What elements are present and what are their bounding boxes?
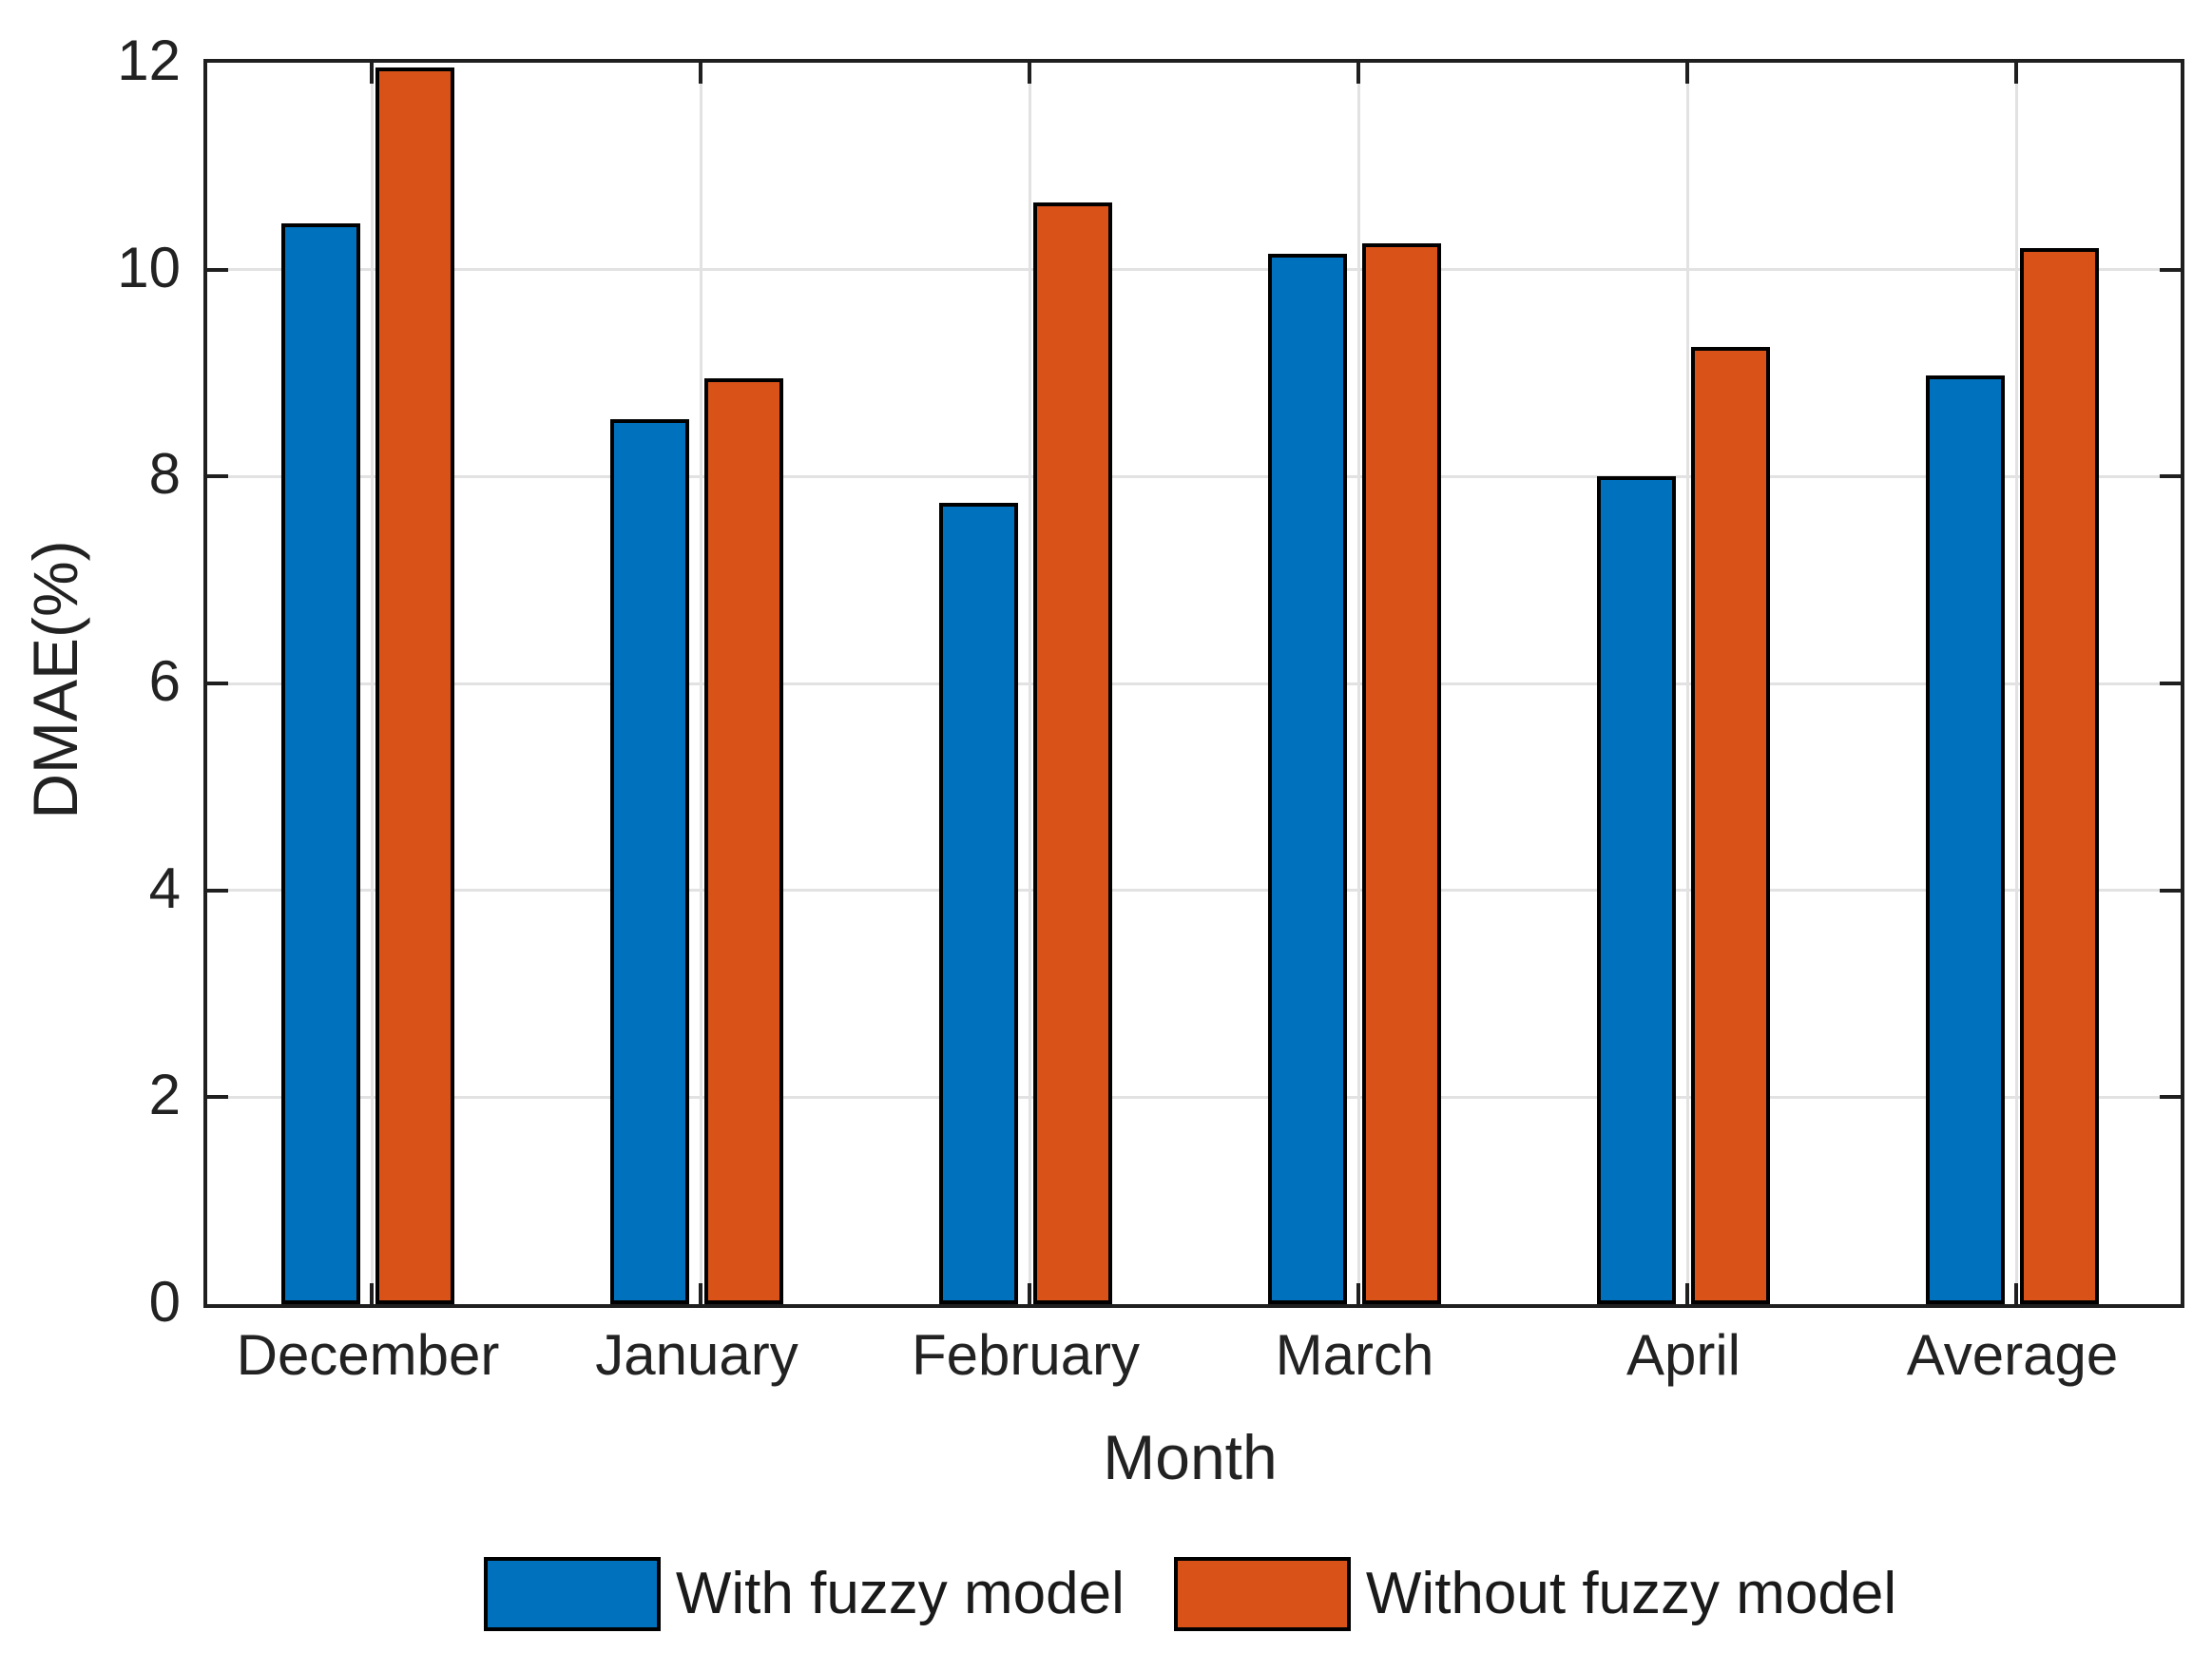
y-gridline bbox=[207, 682, 2181, 685]
x-tick-mark bbox=[699, 63, 702, 84]
x-gridline bbox=[1685, 63, 1689, 1304]
y-tick-label: 12 bbox=[117, 29, 181, 92]
x-tick-mark bbox=[1028, 1283, 1031, 1304]
y-gridline bbox=[207, 474, 2181, 478]
plot-area bbox=[203, 59, 2184, 1308]
y-tick-mark bbox=[2160, 1095, 2181, 1100]
bar-without-fuzzy-february bbox=[1033, 202, 1112, 1304]
x-tick-mark bbox=[1685, 63, 1689, 84]
bar-with-fuzzy-april bbox=[1597, 476, 1676, 1304]
legend-entry-without-fuzzy-model: Without fuzzy model bbox=[1173, 1557, 1897, 1631]
bar-with-fuzzy-february bbox=[939, 502, 1018, 1304]
x-gridline bbox=[699, 63, 702, 1304]
x-tick-label: April bbox=[1625, 1323, 1741, 1387]
y-tick-mark bbox=[207, 682, 228, 685]
y-gridline bbox=[207, 268, 2181, 272]
legend-label-without-fuzzy-model: Without fuzzy model bbox=[1365, 1561, 1897, 1626]
x-tick-mark bbox=[1356, 1283, 1360, 1304]
y-tick-mark bbox=[207, 1095, 228, 1100]
y-tick-mark bbox=[207, 474, 228, 479]
bar-without-fuzzy-april bbox=[1691, 347, 1770, 1304]
bar-without-fuzzy-average bbox=[2020, 247, 2099, 1304]
x-tick-mark bbox=[1685, 1283, 1689, 1304]
y-gridline bbox=[207, 889, 2181, 893]
bar-without-fuzzy-march bbox=[1362, 243, 1441, 1304]
legend-entry-with-fuzzy-model: With fuzzy model bbox=[483, 1557, 1125, 1631]
y-tick-mark bbox=[2160, 888, 2181, 893]
y-tick-label: 8 bbox=[148, 442, 181, 507]
y-gridline bbox=[207, 1095, 2181, 1099]
x-tick-mark bbox=[370, 63, 374, 84]
grid-layer bbox=[207, 63, 2181, 1304]
y-tick-label: 10 bbox=[117, 235, 181, 299]
y-tick-label: 4 bbox=[148, 855, 181, 920]
bar-with-fuzzy-december bbox=[281, 222, 360, 1304]
bar-without-fuzzy-december bbox=[375, 67, 454, 1304]
y-tick-mark bbox=[2160, 267, 2181, 272]
x-tick-label: March bbox=[1275, 1323, 1434, 1387]
x-gridline bbox=[1028, 63, 1031, 1304]
x-tick-label: December bbox=[236, 1323, 500, 1387]
x-tick-label: Average bbox=[1906, 1323, 2119, 1387]
y-tick-mark bbox=[207, 267, 228, 272]
y-tick-mark bbox=[2160, 682, 2181, 685]
bar-without-fuzzy-january bbox=[704, 377, 783, 1304]
x-tick-label: February bbox=[911, 1323, 1141, 1387]
y-tick-mark bbox=[207, 888, 228, 893]
y-tick-label: 2 bbox=[148, 1063, 181, 1127]
bar-with-fuzzy-january bbox=[610, 419, 689, 1304]
x-tick-mark bbox=[1028, 63, 1031, 84]
x-tick-mark bbox=[1356, 63, 1360, 84]
y-tick-label: 0 bbox=[148, 1270, 181, 1334]
legend-swatch-with-fuzzy-model bbox=[483, 1557, 661, 1631]
y-tick-label: 6 bbox=[148, 649, 181, 713]
x-tick-label: January bbox=[595, 1323, 798, 1387]
x-tick-mark bbox=[2014, 63, 2018, 84]
y-tick-mark bbox=[2160, 474, 2181, 479]
bar-with-fuzzy-average bbox=[1926, 375, 2005, 1304]
legend-swatch-without-fuzzy-model bbox=[1173, 1557, 1351, 1631]
ticks-layer bbox=[207, 63, 2181, 1304]
x-tick-mark bbox=[370, 1283, 374, 1304]
x-gridline bbox=[2014, 63, 2018, 1304]
x-tick-mark bbox=[2014, 1283, 2018, 1304]
x-gridline bbox=[1356, 63, 1360, 1304]
x-gridline bbox=[370, 63, 374, 1304]
bars-layer bbox=[207, 63, 2181, 1304]
legend: With fuzzy model Without fuzzy model bbox=[203, 1557, 2177, 1631]
x-axis-title: Month bbox=[1103, 1422, 1278, 1492]
x-tick-mark bbox=[699, 1283, 702, 1304]
bar-with-fuzzy-march bbox=[1268, 254, 1347, 1304]
legend-label-with-fuzzy-model: With fuzzy model bbox=[675, 1561, 1125, 1626]
